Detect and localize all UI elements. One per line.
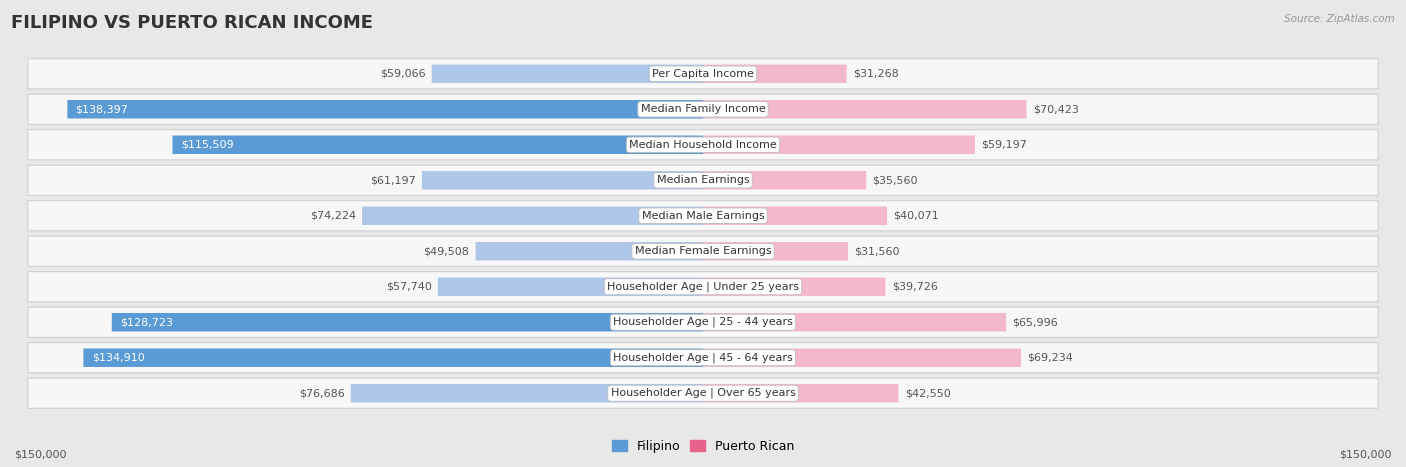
Text: Householder Age | Under 25 years: Householder Age | Under 25 years	[607, 282, 799, 292]
FancyBboxPatch shape	[703, 206, 887, 225]
Text: $150,000: $150,000	[14, 450, 66, 460]
FancyBboxPatch shape	[703, 100, 1026, 119]
FancyBboxPatch shape	[703, 384, 898, 403]
FancyBboxPatch shape	[703, 171, 866, 190]
Text: $31,560: $31,560	[855, 246, 900, 256]
Text: $59,066: $59,066	[380, 69, 426, 79]
Text: Median Earnings: Median Earnings	[657, 175, 749, 185]
FancyBboxPatch shape	[475, 242, 703, 261]
Text: $128,723: $128,723	[120, 317, 173, 327]
Text: Householder Age | Over 65 years: Householder Age | Over 65 years	[610, 388, 796, 398]
Text: $59,197: $59,197	[981, 140, 1026, 150]
FancyBboxPatch shape	[703, 64, 846, 83]
Text: $70,423: $70,423	[1032, 104, 1078, 114]
FancyBboxPatch shape	[703, 135, 974, 154]
FancyBboxPatch shape	[83, 348, 703, 367]
Text: $31,268: $31,268	[853, 69, 898, 79]
FancyBboxPatch shape	[437, 277, 703, 296]
Text: Median Family Income: Median Family Income	[641, 104, 765, 114]
Text: $42,550: $42,550	[904, 388, 950, 398]
FancyBboxPatch shape	[28, 165, 1378, 195]
Text: Median Female Earnings: Median Female Earnings	[634, 246, 772, 256]
FancyBboxPatch shape	[28, 94, 1378, 124]
Text: Per Capita Income: Per Capita Income	[652, 69, 754, 79]
FancyBboxPatch shape	[28, 272, 1378, 302]
Text: $138,397: $138,397	[76, 104, 128, 114]
Text: $39,726: $39,726	[891, 282, 938, 292]
FancyBboxPatch shape	[28, 343, 1378, 373]
FancyBboxPatch shape	[432, 64, 703, 83]
FancyBboxPatch shape	[703, 348, 1021, 367]
FancyBboxPatch shape	[173, 135, 703, 154]
FancyBboxPatch shape	[28, 236, 1378, 266]
Text: Median Household Income: Median Household Income	[628, 140, 778, 150]
Text: $40,071: $40,071	[893, 211, 939, 221]
FancyBboxPatch shape	[350, 384, 703, 403]
FancyBboxPatch shape	[28, 307, 1378, 337]
Text: $115,509: $115,509	[181, 140, 233, 150]
FancyBboxPatch shape	[703, 242, 848, 261]
Legend: Filipino, Puerto Rican: Filipino, Puerto Rican	[606, 435, 800, 458]
FancyBboxPatch shape	[703, 313, 1007, 332]
Text: $69,234: $69,234	[1028, 353, 1073, 363]
Text: $76,686: $76,686	[299, 388, 344, 398]
Text: $65,996: $65,996	[1012, 317, 1059, 327]
Text: Householder Age | 45 - 64 years: Householder Age | 45 - 64 years	[613, 353, 793, 363]
FancyBboxPatch shape	[422, 171, 703, 190]
FancyBboxPatch shape	[28, 59, 1378, 89]
Text: $134,910: $134,910	[91, 353, 145, 363]
Text: $35,560: $35,560	[873, 175, 918, 185]
Text: $49,508: $49,508	[423, 246, 470, 256]
FancyBboxPatch shape	[28, 201, 1378, 231]
FancyBboxPatch shape	[28, 130, 1378, 160]
Text: Median Male Earnings: Median Male Earnings	[641, 211, 765, 221]
FancyBboxPatch shape	[67, 100, 703, 119]
FancyBboxPatch shape	[703, 277, 886, 296]
Text: $150,000: $150,000	[1340, 450, 1392, 460]
FancyBboxPatch shape	[363, 206, 703, 225]
Text: Householder Age | 25 - 44 years: Householder Age | 25 - 44 years	[613, 317, 793, 327]
Text: FILIPINO VS PUERTO RICAN INCOME: FILIPINO VS PUERTO RICAN INCOME	[11, 14, 373, 32]
FancyBboxPatch shape	[112, 313, 703, 332]
Text: $57,740: $57,740	[385, 282, 432, 292]
FancyBboxPatch shape	[28, 378, 1378, 408]
Text: $74,224: $74,224	[309, 211, 356, 221]
Text: $61,197: $61,197	[370, 175, 416, 185]
Text: Source: ZipAtlas.com: Source: ZipAtlas.com	[1284, 14, 1395, 24]
